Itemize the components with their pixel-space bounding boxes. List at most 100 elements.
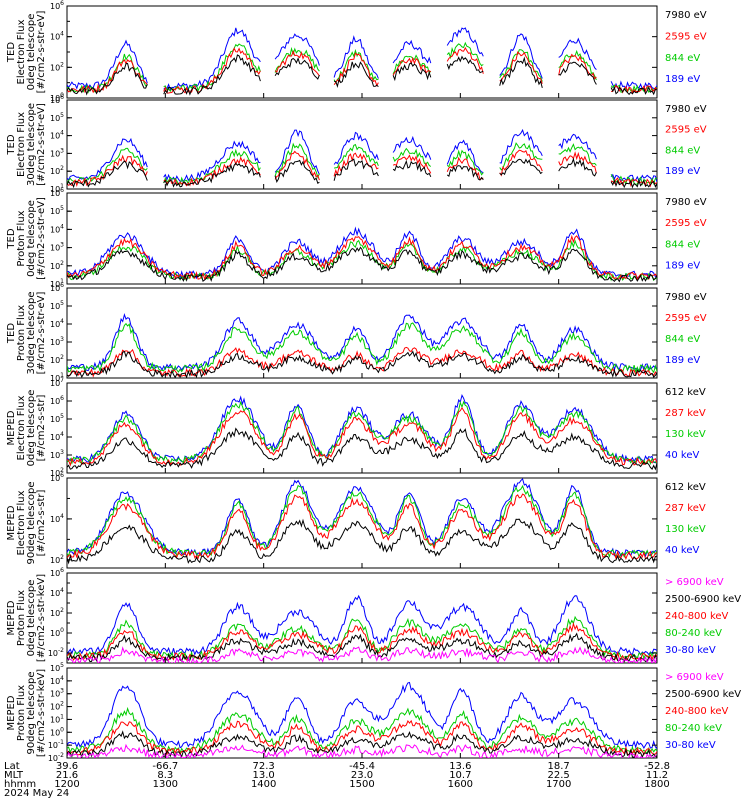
- y-axis-label-line: [#/cm2-s-str-eV]: [36, 292, 47, 375]
- y-tick-label: 104: [50, 223, 64, 234]
- legend-entry: 240-800 keV: [665, 706, 729, 717]
- y-tick-label: 106: [50, 0, 64, 11]
- y-tick-exponent: -2: [58, 647, 64, 654]
- legend-entry: 287 keV: [665, 503, 706, 514]
- y-tick-exponent: 1: [60, 183, 64, 190]
- y-tick-label: 104: [50, 31, 64, 42]
- y-tick-exponent: 5: [60, 205, 64, 212]
- y-tick-exponent: 4: [60, 431, 64, 438]
- y-tick-label: 105: [50, 413, 64, 424]
- series-line-3: [67, 239, 657, 282]
- plot-area: [67, 226, 657, 283]
- legend-entry: 612 keV: [665, 482, 706, 493]
- x-axis-row-label: hhmm: [4, 779, 36, 790]
- series-line-2: [67, 46, 657, 94]
- y-axis-label-line: 30deg telescope: [26, 103, 37, 186]
- y-axis-label-line: Proton Flux: [16, 685, 27, 741]
- y-tick-label: 101: [50, 183, 64, 194]
- series-line-5: [67, 681, 657, 750]
- y-tick-base: 10: [50, 320, 60, 329]
- y-tick-exponent: 0: [60, 92, 64, 99]
- y-tick-exponent: 2: [60, 554, 64, 561]
- y-tick-base: 10: [50, 302, 60, 311]
- series-line-4: [67, 128, 657, 183]
- y-axis-label-line: [#/cm2-s-str-keV]: [36, 669, 47, 757]
- y-axis-label-line: MEPED: [6, 410, 17, 445]
- x-tick-label: 13.0: [253, 770, 275, 781]
- y-tick-exponent: 0: [60, 726, 64, 733]
- y-tick-base: 10: [50, 469, 60, 478]
- y-tick-label: 103: [50, 688, 64, 699]
- series-line-4: [67, 313, 657, 373]
- y-axis-label-line: [#/cm2-s-str-keV]: [36, 574, 47, 662]
- legend-entry: 2595 eV: [665, 31, 707, 42]
- x-tick-label: -45.4: [349, 761, 375, 772]
- y-tick-label: 102: [50, 701, 64, 712]
- y-tick-label: 106: [50, 567, 64, 578]
- x-tick-label: 1800: [644, 779, 669, 790]
- legend-entry: > 6900 keV: [665, 672, 724, 683]
- series-line-2: [67, 406, 657, 467]
- y-tick-base: 10: [50, 338, 60, 347]
- y-tick-label: 106: [50, 94, 64, 105]
- legend-entry: 7980 eV: [665, 10, 707, 21]
- y-tick-exponent: 0: [60, 627, 64, 634]
- y-tick-base: 10: [50, 415, 60, 424]
- x-axis-row-label: 2024 May 24: [4, 788, 69, 799]
- y-axis-label-line: Electron Flux: [16, 112, 27, 177]
- y-tick-base: 10: [50, 569, 60, 578]
- plot-area: [67, 681, 657, 758]
- series-line-1: [67, 246, 657, 283]
- y-tick-label: 102: [50, 354, 64, 365]
- y-axis-label-line: [#/cm2-s-str-eV]: [36, 197, 47, 280]
- y-tick-label: 101: [50, 372, 64, 383]
- y-axis-label-line: [#/cm2-s-str]: [36, 489, 47, 556]
- legend-entry: 2595 eV: [665, 313, 707, 324]
- y-tick-base: 10: [50, 556, 60, 565]
- y-tick-label: 105: [50, 662, 64, 673]
- x-axis-row-label: MLT: [4, 770, 24, 781]
- y-tick-base: 10: [50, 677, 60, 686]
- y-tick-base: 10: [50, 609, 60, 618]
- y-tick-exponent: 4: [60, 587, 64, 594]
- y-tick-exponent: 6: [60, 94, 64, 101]
- y-tick-label: 102: [50, 607, 64, 618]
- y-tick-exponent: -1: [58, 739, 64, 746]
- plot-area: [67, 478, 657, 565]
- y-tick-base: 10: [50, 167, 60, 176]
- y-axis-label-line: [#/cm2-s-str-eV]: [36, 11, 47, 94]
- y-tick-label: 106: [50, 472, 64, 483]
- y-axis-label-line: TED: [6, 323, 17, 344]
- series-line-3: [67, 41, 657, 94]
- x-tick-label: -52.8: [644, 761, 670, 772]
- x-tick-label: 1700: [546, 779, 571, 790]
- y-tick-label: 102: [50, 61, 64, 72]
- y-tick-exponent: 6: [60, 0, 64, 7]
- legend-entry: 7980 eV: [665, 197, 707, 208]
- y-tick-label: 102: [50, 554, 64, 565]
- plot-area: [67, 313, 657, 378]
- legend-entry: 189 eV: [665, 355, 700, 366]
- y-tick-exponent: 1: [60, 713, 64, 720]
- y-tick-exponent: 4: [60, 675, 64, 682]
- legend-entry: 40 keV: [665, 545, 699, 556]
- y-tick-exponent: 2: [60, 701, 64, 708]
- legend-entry: 2595 eV: [665, 218, 707, 229]
- y-tick-exponent: 2: [60, 354, 64, 361]
- plot-area: [67, 393, 657, 471]
- y-tick-base: 10: [50, 132, 60, 141]
- series-line-3: [67, 484, 657, 559]
- y-tick-base: 10: [50, 149, 60, 158]
- y-tick-exponent: 6: [60, 472, 64, 479]
- legend-entry: 240-800 keV: [665, 611, 729, 622]
- y-tick-exponent: 2: [60, 61, 64, 68]
- y-tick-label: 107: [50, 377, 64, 388]
- y-tick-base: 10: [50, 515, 60, 524]
- series-line-2: [67, 149, 657, 188]
- y-axis-label-line: TED: [6, 228, 17, 249]
